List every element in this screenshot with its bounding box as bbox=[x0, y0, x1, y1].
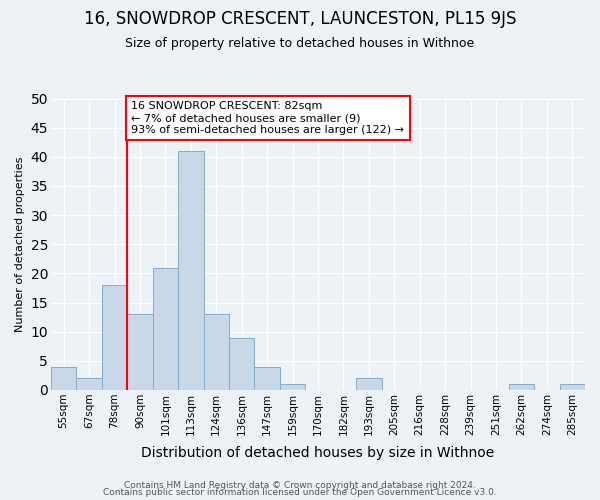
Y-axis label: Number of detached properties: Number of detached properties bbox=[15, 156, 25, 332]
X-axis label: Distribution of detached houses by size in Withnoe: Distribution of detached houses by size … bbox=[142, 446, 494, 460]
Text: 16 SNOWDROP CRESCENT: 82sqm
← 7% of detached houses are smaller (9)
93% of semi-: 16 SNOWDROP CRESCENT: 82sqm ← 7% of deta… bbox=[131, 102, 404, 134]
Text: Contains HM Land Registry data © Crown copyright and database right 2024.: Contains HM Land Registry data © Crown c… bbox=[124, 480, 476, 490]
Text: Contains public sector information licensed under the Open Government Licence v3: Contains public sector information licen… bbox=[103, 488, 497, 497]
Text: 16, SNOWDROP CRESCENT, LAUNCESTON, PL15 9JS: 16, SNOWDROP CRESCENT, LAUNCESTON, PL15 … bbox=[84, 10, 516, 28]
Bar bbox=[229, 338, 254, 390]
Bar bbox=[102, 285, 127, 390]
Bar bbox=[178, 151, 203, 390]
Bar bbox=[203, 314, 229, 390]
Bar bbox=[280, 384, 305, 390]
Bar bbox=[560, 384, 585, 390]
Bar bbox=[509, 384, 534, 390]
Text: Size of property relative to detached houses in Withnoe: Size of property relative to detached ho… bbox=[125, 38, 475, 51]
Bar bbox=[356, 378, 382, 390]
Bar bbox=[254, 366, 280, 390]
Bar bbox=[51, 366, 76, 390]
Bar bbox=[152, 268, 178, 390]
Bar bbox=[127, 314, 152, 390]
Bar bbox=[76, 378, 102, 390]
